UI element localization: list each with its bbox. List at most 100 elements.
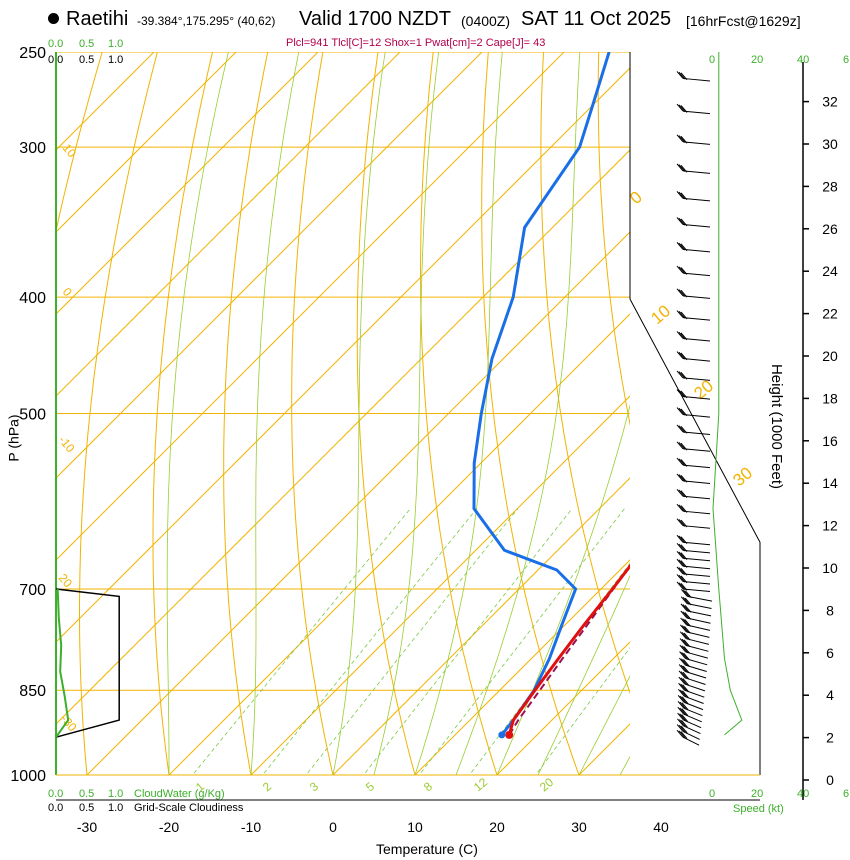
mixing-ratio-label-2: 2 <box>260 779 274 794</box>
wind-barb-flag-28-1 <box>678 543 686 552</box>
wind-barb-40 <box>682 358 711 362</box>
wind-barb-flag-25-1 <box>678 567 686 575</box>
wind-barb-flag-40-2 <box>680 352 688 361</box>
wind-barb-51 <box>682 77 711 82</box>
valid-time: Valid 1700 NZDT <box>299 8 451 30</box>
wind-barb-flag-5-1 <box>679 701 687 710</box>
wind-barb-flag-9-2 <box>682 678 690 686</box>
wind-barb-flag-44-1 <box>678 266 686 275</box>
wind-barb-29 <box>682 541 711 546</box>
wind-barb-flag-50-0 <box>676 103 684 112</box>
isotherm-20 <box>496 641 630 775</box>
height-tick-22: 22 <box>822 306 838 322</box>
mixing-ratio-label-5: 5 <box>363 779 377 794</box>
bottom-black-scale-2: 1.0 <box>108 802 124 814</box>
isotherm-40 <box>636 31 850 801</box>
station-dot-icon <box>48 13 59 24</box>
wind-barb-flag-50-1 <box>678 104 686 113</box>
moist-adiabat-0 <box>332 52 386 775</box>
wind-barb-flag-25-0 <box>676 566 684 575</box>
p-tick-700: 700 <box>19 582 46 599</box>
wind-barb-flag-48-0 <box>676 163 684 172</box>
height-tick-2: 2 <box>826 730 834 746</box>
theta-label-1: 10 <box>647 301 674 328</box>
isotherm-10 <box>414 559 630 775</box>
wind-barb-33 <box>682 480 711 484</box>
wind-barb-flag-31-0 <box>676 503 684 512</box>
wind-barb-37 <box>682 414 711 418</box>
wind-barb-flag-21-0 <box>680 596 688 604</box>
mixing-ratio-8 <box>418 508 625 775</box>
wind-barb-35 <box>682 448 711 452</box>
mixing-ratio-2 <box>262 508 478 775</box>
wind-barb-3 <box>683 719 702 729</box>
wind-barb-flag-8-2 <box>682 684 689 692</box>
wind-barb-flag-11-0 <box>678 664 686 672</box>
wind-barb-34 <box>682 464 711 469</box>
wind-barb-flag-16-2 <box>683 632 691 641</box>
wind-barb-31 <box>682 510 711 515</box>
wind-barb-flag-21-2 <box>684 597 692 606</box>
wind-barb-flag-40-1 <box>678 351 686 360</box>
wind-barb-4 <box>683 713 702 723</box>
wind-barb-flag-34-1 <box>678 458 686 467</box>
wind-barb-flag-8-1 <box>680 683 687 692</box>
wind-barb-flag-28-0 <box>676 543 684 551</box>
isotherm--10 <box>250 395 630 775</box>
wind-barb-flag-51-1 <box>678 71 686 80</box>
wind-barb-flag-40-0 <box>676 351 684 359</box>
dry-adiabat-label-2: -10 <box>56 433 78 456</box>
top-black-scale-1: 0.5 <box>79 54 95 66</box>
extra-bottom: 6 <box>843 788 850 800</box>
wind-barb-26 <box>682 565 711 570</box>
wind-barb-flag-30-1 <box>678 519 686 527</box>
wind-barb-flag-43-0 <box>676 288 684 297</box>
wind-barb-flag-35-2 <box>680 442 688 451</box>
wind-barb-23 <box>682 588 711 592</box>
wind-barb-flag-33-2 <box>680 474 688 483</box>
height-tick-18: 18 <box>822 390 838 406</box>
wind-barb-flag-2-2 <box>681 719 688 728</box>
dewpoint-line <box>472 52 611 736</box>
wind-barb-flag-46-2 <box>680 218 688 227</box>
wind-speed-line <box>712 52 743 736</box>
height-tick-26: 26 <box>822 221 838 237</box>
x-tick-10: 10 <box>407 819 423 835</box>
p-tick-250: 250 <box>19 45 46 62</box>
wind-barb-42 <box>682 317 711 321</box>
wind-barb-flag-13-1 <box>681 651 688 660</box>
wind-barb-flag-49-1 <box>678 135 686 143</box>
speed-label: Speed (kt) <box>733 803 784 815</box>
wind-barb-flag-39-2 <box>680 371 688 380</box>
wind-barb-flag-37-1 <box>678 407 686 416</box>
surface-temp-marker <box>505 730 514 739</box>
wind-barb-flag-30-2 <box>680 519 688 528</box>
station-name: Raetihi <box>66 8 129 30</box>
wind-barb-flag-17-1 <box>682 625 689 633</box>
dry-adiabat-10 <box>356 52 416 775</box>
wind-barb-flag-6-1 <box>679 695 687 704</box>
wind-barb-flag-36-0 <box>676 424 684 433</box>
wind-barb-flag-36-2 <box>680 426 688 434</box>
height-tick-14: 14 <box>822 475 838 491</box>
wind-barb-flag-26-2 <box>680 560 688 568</box>
x-tick--30: -30 <box>77 819 97 835</box>
x-tick-30: 30 <box>571 819 587 835</box>
station-coords: -39.384°,175.295° (40,62) <box>137 14 276 28</box>
wind-barb-flag-30-0 <box>676 518 684 527</box>
bottom-black-scale-1: 0.5 <box>79 802 95 814</box>
wind-barb-flag-26-1 <box>678 559 686 568</box>
wind-barb-25 <box>682 573 711 577</box>
wind-barb-flag-46-1 <box>678 217 686 226</box>
moist-adiabat-25 <box>537 574 630 775</box>
wind-barb-flag-1-1 <box>678 724 686 733</box>
wind-barb-5 <box>683 707 703 717</box>
wind-barb-flag-38-1 <box>678 389 686 398</box>
wind-barb-flag-24-1 <box>678 574 686 583</box>
height-tick-6: 6 <box>826 645 834 661</box>
wind-barb-flag-14-0 <box>679 644 687 653</box>
wind-barb-flag-48-2 <box>680 164 688 173</box>
speed-top-40: 40 <box>797 54 810 66</box>
wind-barb-flag-33-1 <box>678 474 686 482</box>
wind-barb-46 <box>682 223 711 228</box>
